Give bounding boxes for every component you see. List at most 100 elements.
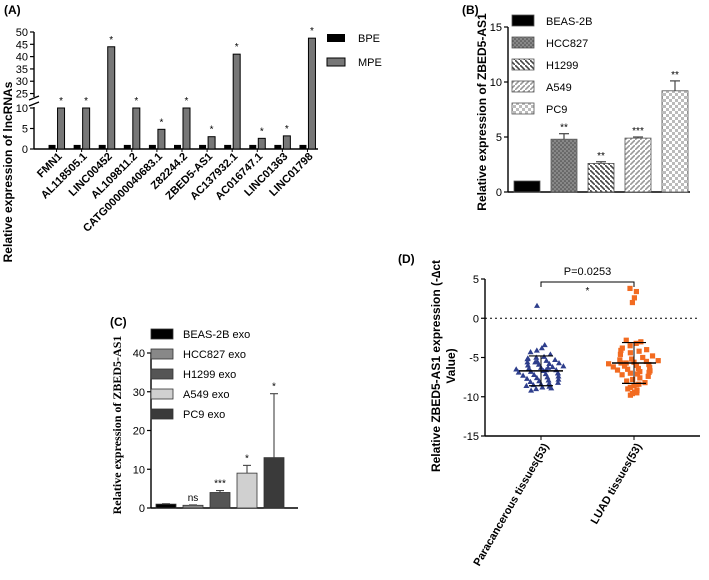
- panel-a-tick-label: 50: [16, 27, 28, 39]
- bar-bpe: [274, 144, 282, 149]
- panel-a-categories: FMN1AL118505.1LINC00452AL109811.2CATG000…: [35, 149, 316, 235]
- luad-point: [624, 378, 630, 384]
- panel-d-points: [513, 285, 661, 398]
- category-label: LUAD tissues(53): [589, 441, 645, 526]
- luad-point: [627, 392, 633, 398]
- bar-bpe: [199, 144, 207, 149]
- panel-d-ylabel-line2: Value): [444, 348, 458, 383]
- bar-mpe: [107, 46, 116, 150]
- panel-c-label: (C): [110, 315, 127, 329]
- panel-d-tick-label: 5: [473, 274, 479, 286]
- significance-marker: **: [671, 70, 679, 81]
- luad-point: [644, 347, 650, 353]
- luad-point: [627, 343, 633, 349]
- bar-bpe: [123, 144, 131, 149]
- bar-bpe: [98, 144, 106, 149]
- luad-point: [631, 295, 637, 301]
- panel-a-legend: BPE MPE: [326, 33, 382, 69]
- panel-d-tick-label: 0: [473, 313, 479, 325]
- luad-point: [606, 361, 612, 367]
- legend-label: BEAS-2B: [546, 16, 592, 28]
- significance-marker: ***: [214, 479, 226, 490]
- bar-pc9: [661, 90, 689, 193]
- panel-a-tick-label: 5: [22, 124, 28, 136]
- paracancerous-point: [527, 349, 534, 355]
- significance-marker: **: [560, 123, 568, 134]
- bar-mpe: [307, 37, 316, 150]
- luad-point: [621, 363, 628, 369]
- paracancerous-point: [534, 302, 540, 308]
- legend-label: H1299: [546, 60, 578, 72]
- luad-point: [640, 354, 646, 361]
- legend-swatch: [511, 58, 535, 71]
- bar-bpe: [148, 144, 156, 149]
- panel-c-tick-label: 30: [133, 387, 145, 399]
- luad-point: [619, 372, 625, 378]
- luad-point: [633, 288, 639, 295]
- significance-marker: *: [272, 382, 276, 393]
- axis-break-icon: [28, 95, 40, 107]
- bar-mpe: [282, 135, 291, 150]
- panel-a: Relative expression of lncRNAs 0 5 10 25303…: [1, 26, 382, 262]
- paracancerous-point: [513, 366, 520, 372]
- panel-d-tick-label: -15: [463, 431, 479, 443]
- panel-d: Relative ZBED5-AS1 expression (-∆ct Valu…: [429, 260, 700, 568]
- paracancerous-point: [535, 361, 542, 367]
- paracancerous-point: [524, 362, 531, 368]
- paracancerous-point: [533, 385, 540, 392]
- legend-label: H1299 exo: [183, 369, 236, 381]
- panel-c-ylabel: Relative expression of ZBED5-AS1: [110, 336, 124, 515]
- panel-a-tick-label: 25: [16, 89, 28, 101]
- bar-mpe: [182, 107, 191, 150]
- significance-marker: **: [597, 151, 605, 162]
- paracancerous-point: [545, 377, 552, 383]
- panel-c: Relative expression of ZBED5-AS1 0 10 20 30…: [110, 328, 298, 515]
- luad-point: [643, 358, 649, 365]
- significance-marker: *: [109, 35, 113, 46]
- panel-c-tick-label: 0: [139, 503, 145, 515]
- panel-b-tick-label: 10: [490, 77, 502, 89]
- bar-h1299: [587, 162, 615, 193]
- significance-marker: *: [185, 96, 189, 107]
- paracancerous-point: [531, 371, 538, 377]
- legend-label: A549 exo: [183, 389, 229, 401]
- luad-point: [646, 361, 652, 368]
- panel-a-tick-label: 10: [16, 103, 28, 115]
- panel-d-ylabel-line1: Relative ZBED5-AS1 expression (-∆ct: [429, 260, 443, 472]
- paracancerous-point: [541, 341, 548, 348]
- luad-point: [634, 390, 640, 396]
- panel-d-axes: -15 -10 -5 0 5: [463, 274, 700, 443]
- paracancerous-point: [546, 380, 553, 386]
- panel-a-significance: * * * * * * * * * * *: [59, 26, 314, 137]
- paracancerous-point: [524, 355, 531, 361]
- panel-c-tick-label: 10: [133, 464, 145, 476]
- panel-a-ylabel: Relative expression of lncRNAs: [1, 81, 15, 262]
- panel-b-label: (B): [462, 3, 479, 17]
- bar-a549-exo: [236, 472, 258, 509]
- luad-point: [646, 369, 652, 376]
- paracancerous-point: [549, 363, 556, 370]
- luad-point: [627, 370, 633, 376]
- panel-b-tick-label: 15: [490, 22, 502, 34]
- luad-point: [636, 348, 642, 354]
- bar-beas-2b: [513, 180, 541, 193]
- legend-swatch: [150, 328, 174, 340]
- luad-point: [637, 375, 643, 381]
- luad-point: [647, 365, 653, 371]
- luad-point: [629, 299, 635, 306]
- paracancerous-point: [545, 364, 552, 370]
- luad-point: [618, 347, 624, 354]
- legend-label: HCC827 exo: [183, 349, 246, 361]
- legend-swatch: [511, 102, 535, 115]
- panel-b-tick-label: 0: [496, 187, 502, 199]
- legend-swatch-mpe: [326, 57, 346, 67]
- significance-bracket: [540, 281, 635, 287]
- luad-point: [614, 367, 621, 373]
- luad-point: [629, 356, 635, 362]
- paracancerous-point: [524, 359, 531, 365]
- panel-d-label: (D): [398, 252, 415, 266]
- paracancerous-point: [527, 378, 534, 385]
- bar-mpe: [82, 107, 91, 150]
- panel-d-tick-label: -10: [463, 392, 479, 404]
